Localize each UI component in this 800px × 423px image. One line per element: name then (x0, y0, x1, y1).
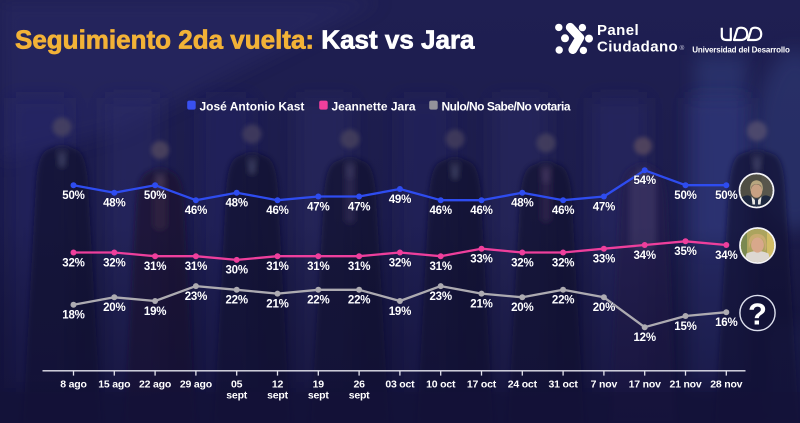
svg-text:31%: 31% (266, 261, 288, 273)
svg-text:46%: 46% (266, 205, 288, 217)
svg-text:34%: 34% (633, 250, 655, 262)
svg-text:46%: 46% (552, 205, 574, 217)
svg-text:46%: 46% (185, 205, 207, 217)
svg-text:20%: 20% (593, 302, 615, 314)
svg-text:33%: 33% (593, 254, 615, 266)
svg-text:22%: 22% (552, 295, 574, 307)
svg-text:Universidad del Desarrollo: Universidad del Desarrollo (692, 46, 790, 55)
svg-text:31%: 31% (348, 261, 370, 273)
svg-text:47%: 47% (348, 201, 370, 213)
svg-text:31%: 31% (307, 261, 329, 273)
svg-text:03 oct: 03 oct (385, 379, 415, 391)
svg-text:®: ® (680, 44, 685, 52)
svg-text:48%: 48% (225, 198, 247, 210)
svg-text:10 oct: 10 oct (426, 379, 456, 391)
svg-text:46%: 46% (470, 205, 492, 217)
svg-text:22%: 22% (307, 295, 329, 307)
svg-text:46%: 46% (429, 205, 451, 217)
svg-text:Ciudadano: Ciudadano (597, 39, 678, 56)
svg-text:Panel: Panel (597, 22, 639, 39)
svg-text:21%: 21% (470, 298, 492, 310)
svg-text:49%: 49% (389, 194, 411, 206)
svg-text:22 ago: 22 ago (139, 379, 171, 391)
svg-text:15%: 15% (674, 321, 696, 333)
svg-text:48%: 48% (511, 198, 533, 210)
svg-text:50%: 50% (62, 190, 84, 202)
svg-text:sept: sept (308, 390, 329, 402)
svg-text:José Antonio Kast: José Antonio Kast (200, 100, 305, 114)
svg-text:32%: 32% (103, 257, 125, 269)
svg-text:32%: 32% (552, 257, 574, 269)
svg-text:47%: 47% (593, 201, 615, 213)
svg-text:50%: 50% (674, 190, 696, 202)
svg-text:20%: 20% (511, 302, 533, 314)
svg-text:18%: 18% (62, 310, 84, 322)
svg-text:8 ago: 8 ago (60, 379, 86, 391)
svg-text:sept: sept (267, 390, 288, 402)
svg-text:54%: 54% (633, 175, 655, 187)
svg-text:32%: 32% (62, 257, 84, 269)
svg-text:50%: 50% (144, 190, 166, 202)
svg-text:32%: 32% (389, 257, 411, 269)
svg-text:21 nov: 21 nov (669, 379, 701, 391)
svg-text:22%: 22% (348, 295, 370, 307)
svg-text:26: 26 (353, 379, 365, 391)
svg-text:32%: 32% (511, 257, 533, 269)
svg-text:Seguimiento 2da vuelta: Kast v: Seguimiento 2da vuelta: Kast vs Jara (15, 25, 475, 55)
svg-text:16%: 16% (715, 317, 737, 329)
svg-text:19%: 19% (389, 306, 411, 318)
svg-text:48%: 48% (103, 198, 125, 210)
svg-text:17 nov: 17 nov (629, 379, 661, 391)
svg-text:31%: 31% (429, 261, 451, 273)
svg-text:33%: 33% (470, 254, 492, 266)
svg-text:20%: 20% (103, 302, 125, 314)
svg-text:?: ? (748, 297, 767, 332)
svg-text:12%: 12% (633, 332, 655, 344)
svg-text:17 oct: 17 oct (467, 379, 497, 391)
svg-text:Nulo/No Sabe/No votaria: Nulo/No Sabe/No votaria (442, 100, 571, 114)
svg-text:23%: 23% (429, 291, 451, 303)
svg-text:35%: 35% (674, 246, 696, 258)
svg-text:15 ago: 15 ago (98, 379, 130, 391)
svg-text:05: 05 (231, 379, 243, 391)
svg-text:31%: 31% (185, 261, 207, 273)
svg-text:34%: 34% (715, 250, 737, 262)
svg-text:sept: sept (349, 390, 370, 402)
svg-text:31%: 31% (144, 261, 166, 273)
svg-text:29 ago: 29 ago (180, 379, 212, 391)
svg-text:28 nov: 28 nov (710, 379, 742, 391)
svg-text:sept: sept (226, 390, 247, 402)
svg-text:30%: 30% (225, 265, 247, 277)
svg-text:12: 12 (272, 379, 284, 391)
svg-text:22%: 22% (225, 295, 247, 307)
svg-text:Jeannette Jara: Jeannette Jara (332, 100, 416, 114)
svg-text:23%: 23% (185, 291, 207, 303)
svg-text:7 nov: 7 nov (591, 379, 618, 391)
svg-text:24 oct: 24 oct (508, 379, 538, 391)
svg-text:19: 19 (313, 379, 325, 391)
svg-text:47%: 47% (307, 201, 329, 213)
svg-text:21%: 21% (266, 298, 288, 310)
svg-text:31 oct: 31 oct (549, 379, 579, 391)
svg-text:50%: 50% (715, 190, 737, 202)
svg-text:19%: 19% (144, 306, 166, 318)
